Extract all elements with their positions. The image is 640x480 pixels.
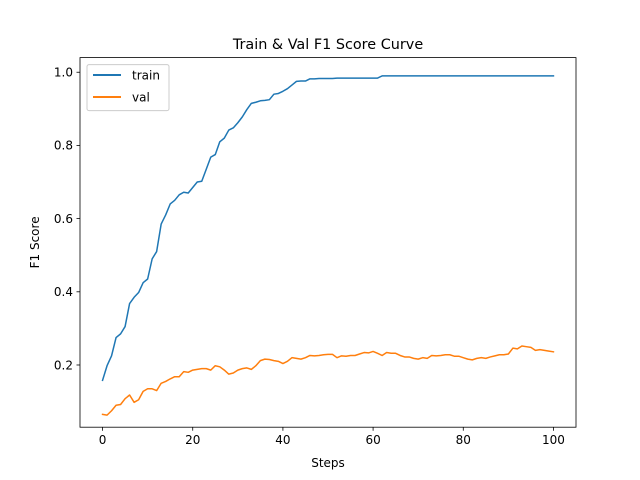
chart-title: Train & Val F1 Score Curve xyxy=(232,37,424,53)
series-line-train xyxy=(101,75,555,382)
x-tick-label: 100 xyxy=(542,433,565,447)
y-tick-label: 0.8 xyxy=(54,139,73,153)
legend: train val xyxy=(86,64,170,112)
y-tick-label: 0.6 xyxy=(54,212,73,226)
x-tick-label: 20 xyxy=(185,433,200,447)
legend-box xyxy=(86,64,170,112)
legend-label-train: train xyxy=(132,69,160,83)
y-tick-label: 1.0 xyxy=(54,66,73,80)
x-tick-label: 60 xyxy=(365,433,380,447)
plot-area xyxy=(101,75,555,416)
x-tick-label: 40 xyxy=(275,433,290,447)
series-line-val xyxy=(101,345,555,416)
axes-frame xyxy=(79,57,577,428)
y-axis-label: F1 Score xyxy=(28,216,42,268)
x-tick-label: 0 xyxy=(99,433,107,447)
y-tick-label: 0.4 xyxy=(54,285,73,299)
x-axis: 0 20 40 60 80 100 xyxy=(99,427,565,447)
x-tick-label: 80 xyxy=(456,433,471,447)
legend-label-val: val xyxy=(132,91,150,105)
y-tick-label: 0.2 xyxy=(54,358,73,372)
x-axis-label: Steps xyxy=(311,456,345,470)
y-axis: 0.2 0.4 0.6 0.8 1.0 xyxy=(54,66,80,372)
